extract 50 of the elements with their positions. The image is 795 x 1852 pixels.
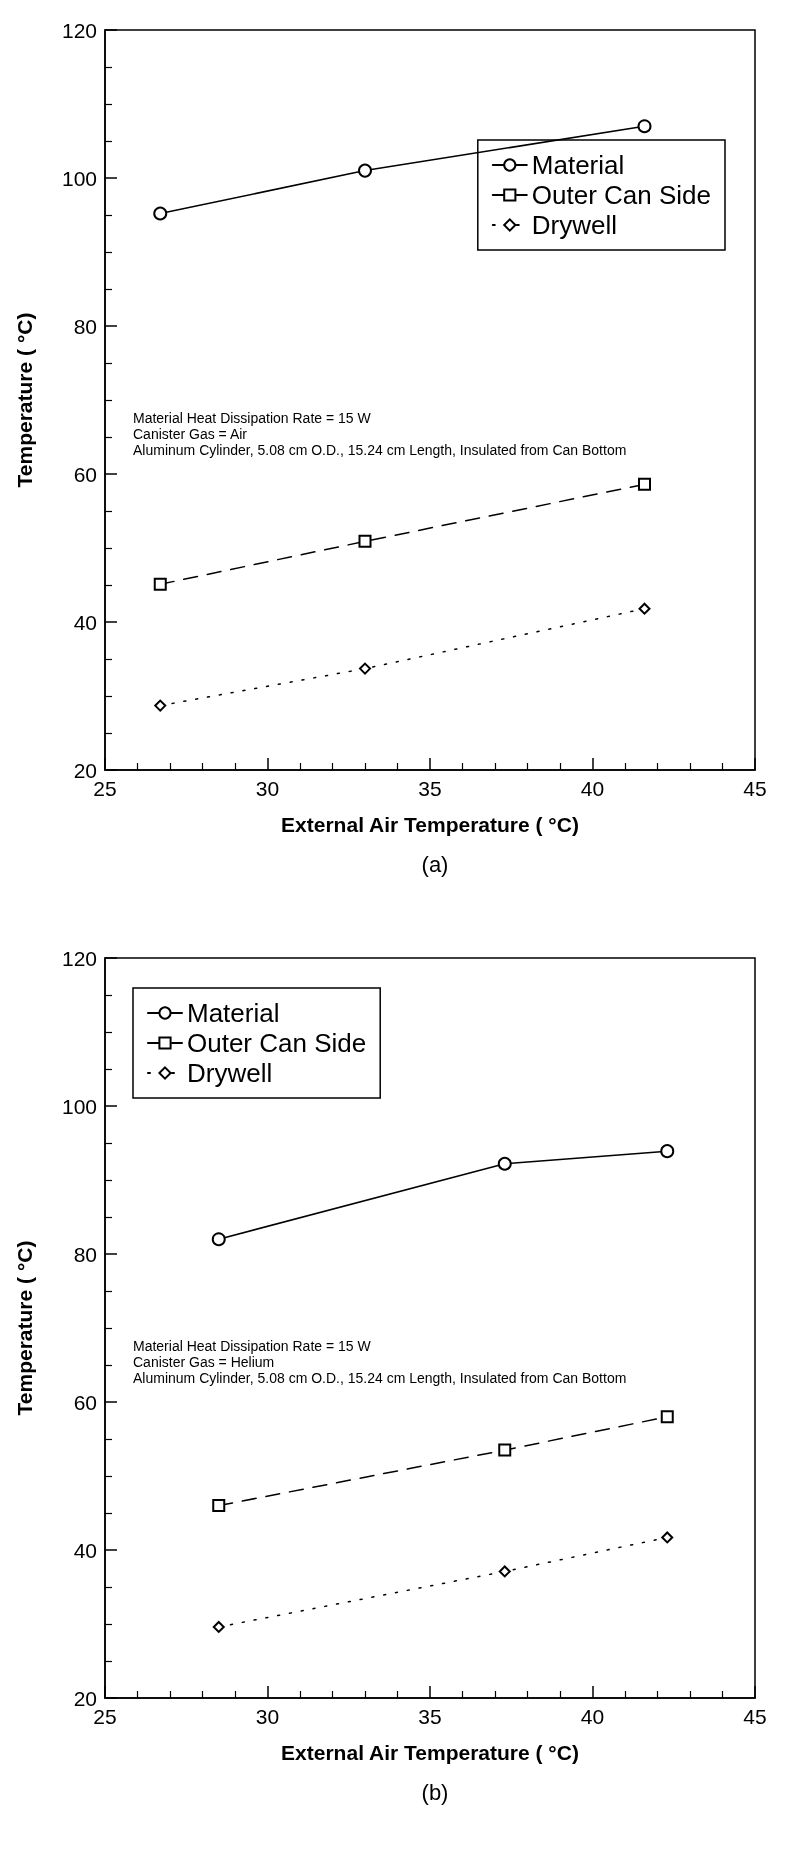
legend-label: Drywell bbox=[187, 1058, 273, 1088]
point bbox=[358, 534, 372, 548]
y-tick-label: 120 bbox=[61, 18, 97, 42]
y-tick-label: 100 bbox=[61, 166, 97, 190]
x-axis-title: External Air Temperature ( °C) bbox=[281, 813, 579, 836]
x-axis-title: External Air Temperature ( °C) bbox=[281, 1741, 579, 1764]
point bbox=[212, 1620, 225, 1633]
y-tick-label: 80 bbox=[73, 1242, 97, 1266]
point bbox=[153, 577, 167, 591]
point bbox=[153, 206, 168, 221]
x-tick-label: 45 bbox=[743, 777, 767, 800]
point bbox=[212, 1499, 226, 1513]
x-tick-label: 40 bbox=[580, 1705, 605, 1728]
y-tick-label: 60 bbox=[73, 462, 97, 486]
legend-label: Material bbox=[531, 150, 625, 180]
y-tick-label: 40 bbox=[73, 610, 97, 634]
x-tick-label: 30 bbox=[255, 777, 280, 800]
x-tick-label: 35 bbox=[418, 777, 442, 800]
y-tick-label: 60 bbox=[73, 1390, 97, 1414]
legend-label: Drywell bbox=[531, 210, 618, 240]
point bbox=[498, 1443, 512, 1457]
y-axis-title: Temperature ( °C) bbox=[13, 312, 36, 488]
point bbox=[637, 119, 652, 134]
legend-label: Outer Can Side bbox=[187, 1028, 367, 1058]
point bbox=[497, 1156, 512, 1171]
y-tick-label: 40 bbox=[73, 1538, 97, 1562]
y-tick-label: 80 bbox=[73, 314, 97, 338]
point bbox=[638, 602, 651, 615]
point bbox=[154, 699, 167, 712]
annotation: Material Heat Dissipation Rate = 15 W Canister Gas = Air Aluminum Cylinder, 5.08 cm O.D., 15.24 cm Length, Insulated from Can Bottom bbox=[133, 410, 627, 458]
point bbox=[211, 1232, 226, 1247]
x-tick-label: 30 bbox=[255, 1705, 280, 1728]
legend-label: Material bbox=[187, 998, 280, 1028]
annotation: Material Heat Dissipation Rate = 15 W Canister Gas = Helium Aluminum Cylinder, 5.08 cm O.D., 15.24 cm Length, Insulated from Can Bottom bbox=[133, 1338, 627, 1386]
text: (a) bbox=[421, 851, 449, 877]
x-tick-label: 35 bbox=[418, 1705, 442, 1728]
y-tick-label: 100 bbox=[61, 1094, 97, 1118]
point bbox=[358, 163, 372, 178]
point bbox=[660, 1410, 674, 1424]
point bbox=[359, 662, 371, 675]
point bbox=[660, 1144, 675, 1159]
y-axis-title: Temperature ( °C) bbox=[13, 1240, 36, 1416]
point bbox=[661, 1531, 674, 1544]
text: (b) bbox=[421, 1779, 449, 1805]
y-tick-label: 120 bbox=[61, 946, 97, 970]
point bbox=[638, 477, 651, 491]
x-tick-label: 45 bbox=[743, 1705, 767, 1728]
legend-label: Outer Can Side bbox=[531, 180, 712, 210]
point bbox=[498, 1565, 511, 1578]
x-tick-label: 40 bbox=[580, 777, 605, 800]
